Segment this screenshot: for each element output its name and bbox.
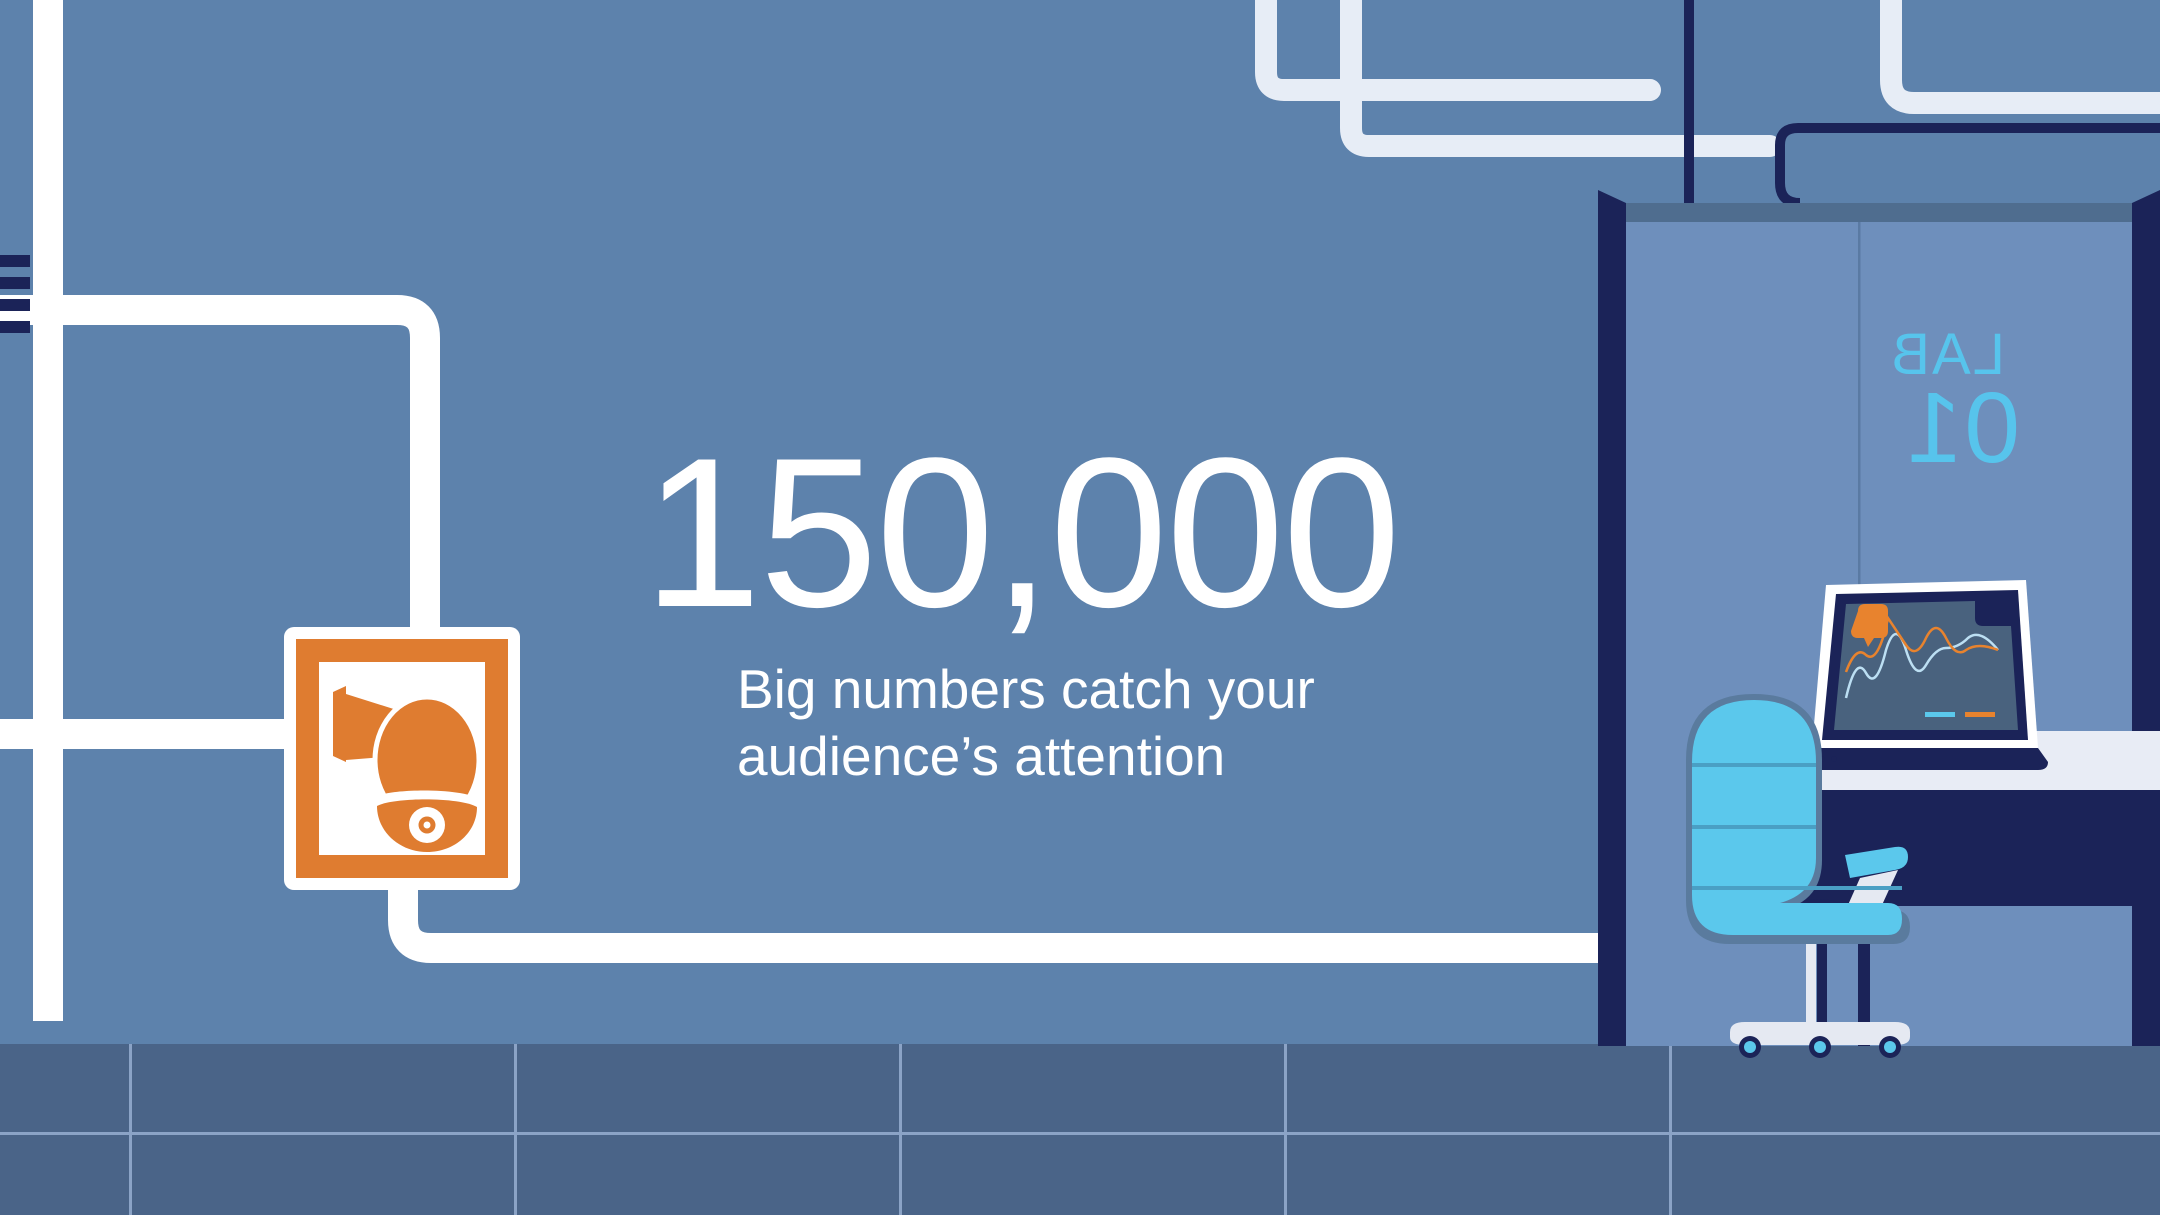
svg-text:01: 01	[1905, 372, 2020, 484]
